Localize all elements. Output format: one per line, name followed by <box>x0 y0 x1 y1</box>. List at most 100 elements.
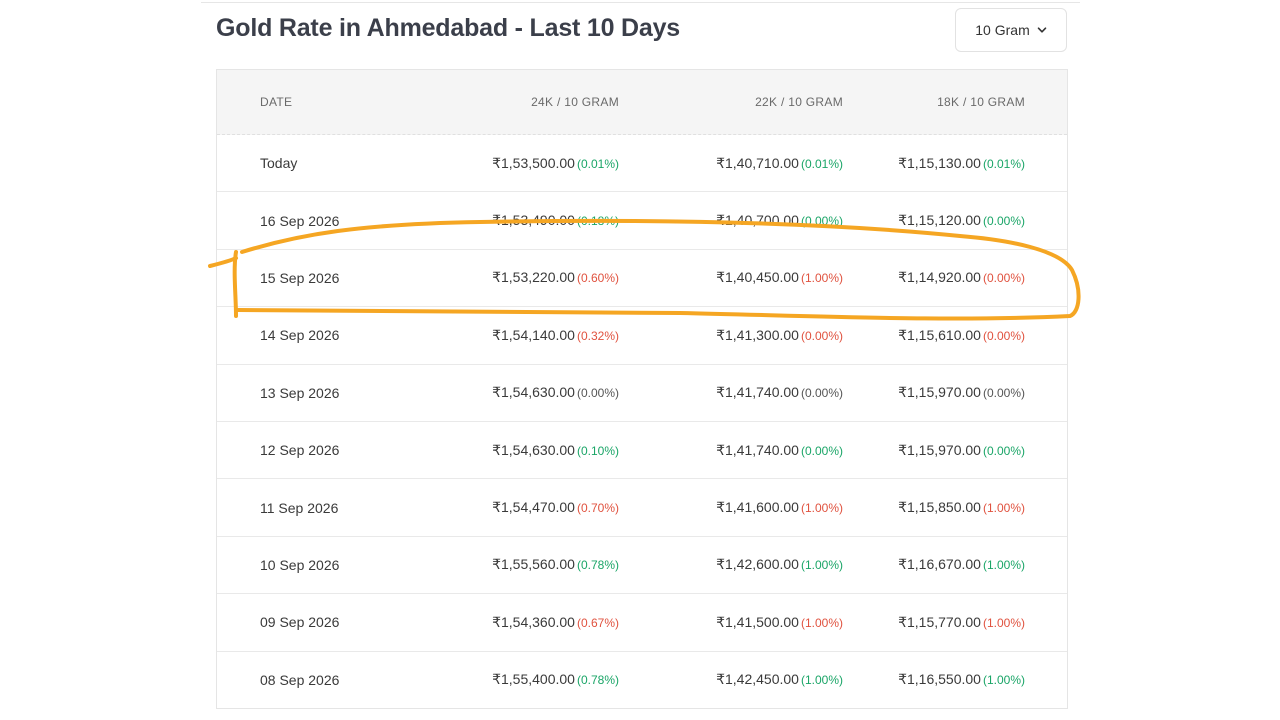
price-22k-value: ₹1,42,600.00 <box>716 556 799 573</box>
change-22k: (1.00%) <box>800 501 843 516</box>
header-22k: 22K / 10 GRAM <box>755 95 843 109</box>
price-24k-value: ₹1,54,470.00 <box>492 499 575 516</box>
change-22k: (1.00%) <box>800 271 843 286</box>
price-18k-value: ₹1,15,850.00 <box>898 499 981 516</box>
table-header: DATE 24K / 10 GRAM 22K / 10 GRAM 18K / 1… <box>217 70 1067 135</box>
price-18k: ₹1,15,850.00 (1.00%) <box>843 499 1025 516</box>
price-18k-value: ₹1,15,120.00 <box>898 212 981 229</box>
price-18k: ₹1,15,970.00 (0.00%) <box>843 384 1025 401</box>
change-24k: (0.10%) <box>576 443 619 458</box>
price-24k: ₹1,54,470.00 (0.70%) <box>457 499 619 516</box>
change-24k: (0.01%) <box>576 156 619 171</box>
price-18k-value: ₹1,15,770.00 <box>898 613 981 630</box>
price-18k: ₹1,15,770.00 (1.00%) <box>843 614 1025 631</box>
price-18k: ₹1,15,120.00 (0.00%) <box>843 212 1025 229</box>
price-24k: ₹1,53,490.00 (0.18%) <box>457 212 619 229</box>
change-24k: (0.67%) <box>576 615 619 630</box>
price-18k-value: ₹1,16,670.00 <box>898 556 981 573</box>
price-24k-value: ₹1,54,360.00 <box>492 613 575 630</box>
price-18k-value: ₹1,15,130.00 <box>898 154 981 171</box>
change-18k: (1.00%) <box>982 558 1025 573</box>
price-18k-value: ₹1,15,970.00 <box>898 441 981 458</box>
price-22k: ₹1,42,450.00 (1.00%) <box>619 671 843 688</box>
price-18k: ₹1,16,550.00 (1.00%) <box>843 671 1025 688</box>
change-18k: (1.00%) <box>982 615 1025 630</box>
table-row: 15 Sep 2026 ₹1,53,220.00 (0.60%) ₹1,40,450.… <box>217 248 1067 306</box>
table-row: 08 Sep 2026 ₹1,55,400.00 (0.78%) ₹1,42,450.… <box>217 650 1067 708</box>
header-24k: 24K / 10 GRAM <box>531 95 619 109</box>
change-22k: (1.00%) <box>800 673 843 688</box>
price-24k-value: ₹1,55,560.00 <box>492 556 575 573</box>
table-row: Today ₹1,53,500.00 (0.01%) ₹1,40,710.00 (0.0… <box>217 135 1067 191</box>
row-date: 09 Sep 2026 <box>260 614 340 631</box>
price-18k: ₹1,16,670.00 (1.00%) <box>843 556 1025 573</box>
table-row: 10 Sep 2026 ₹1,55,560.00 (0.78%) ₹1,42,600.… <box>217 535 1067 593</box>
row-date: 13 Sep 2026 <box>260 384 340 401</box>
row-date: 11 Sep 2026 <box>260 499 339 516</box>
top-divider <box>201 2 1080 3</box>
price-22k: ₹1,40,700.00 (0.00%) <box>619 212 843 229</box>
change-22k: (1.00%) <box>800 558 843 573</box>
row-date: 15 Sep 2026 <box>260 269 340 286</box>
table-row: 09 Sep 2026 ₹1,54,360.00 (0.67%) ₹1,41,500.… <box>217 593 1067 650</box>
chevron-down-icon <box>1037 27 1047 33</box>
price-24k: ₹1,54,360.00 (0.67%) <box>457 614 619 631</box>
price-24k-value: ₹1,54,140.00 <box>492 326 575 343</box>
price-24k: ₹1,54,630.00 (0.00%) <box>457 384 619 401</box>
unit-select-value: 10 Gram <box>975 22 1030 38</box>
change-22k: (1.00%) <box>800 615 843 630</box>
change-24k: (0.60%) <box>576 271 619 286</box>
price-18k-value: ₹1,16,550.00 <box>898 671 981 688</box>
change-18k: (1.00%) <box>982 673 1025 688</box>
price-18k: ₹1,15,130.00 (0.01%) <box>843 155 1025 172</box>
gold-rate-table: DATE 24K / 10 GRAM 22K / 10 GRAM 18K / 1… <box>216 69 1068 709</box>
row-date: Today <box>260 155 298 172</box>
price-22k-value: ₹1,40,710.00 <box>716 154 799 171</box>
change-24k: (0.18%) <box>576 214 619 229</box>
header-18k: 18K / 10 GRAM <box>937 95 1025 109</box>
row-date: 16 Sep 2026 <box>260 212 340 229</box>
table-body: Today ₹1,53,500.00 (0.01%) ₹1,40,710.00 (0.0… <box>217 135 1067 708</box>
change-18k: (0.00%) <box>982 271 1025 286</box>
change-22k: (0.00%) <box>800 386 843 401</box>
price-22k-value: ₹1,41,740.00 <box>716 384 799 401</box>
change-22k: (0.00%) <box>800 328 843 343</box>
price-24k-value: ₹1,54,630.00 <box>492 384 575 401</box>
price-24k-value: ₹1,53,500.00 <box>492 154 575 171</box>
price-22k: ₹1,41,740.00 (0.00%) <box>619 384 843 401</box>
table-row: 13 Sep 2026 ₹1,54,630.00 (0.00%) ₹1,41,740.… <box>217 363 1067 421</box>
change-22k: (0.00%) <box>800 214 843 229</box>
table-row: 16 Sep 2026 ₹1,53,490.00 (0.18%) ₹1,40,700.… <box>217 191 1067 248</box>
row-date: 14 Sep 2026 <box>260 327 340 344</box>
page-title: Gold Rate in Ahmedabad - Last 10 Days <box>216 14 681 42</box>
change-24k: (0.32%) <box>576 328 619 343</box>
row-date: 10 Sep 2026 <box>260 556 340 573</box>
price-18k-value: ₹1,15,970.00 <box>898 384 981 401</box>
price-22k: ₹1,42,600.00 (1.00%) <box>619 556 843 573</box>
price-18k: ₹1,15,970.00 (0.00%) <box>843 442 1025 459</box>
table-row: 11 Sep 2026 ₹1,54,470.00 (0.70%) ₹1,41,600.… <box>217 478 1067 535</box>
price-22k: ₹1,40,450.00 (1.00%) <box>619 269 843 286</box>
price-22k: ₹1,41,600.00 (1.00%) <box>619 499 843 516</box>
header-date: DATE <box>260 95 293 109</box>
price-18k: ₹1,15,610.00 (0.00%) <box>843 327 1025 344</box>
price-18k-value: ₹1,14,920.00 <box>898 269 981 286</box>
change-24k: (0.00%) <box>576 386 619 401</box>
price-24k-value: ₹1,54,630.00 <box>492 441 575 458</box>
unit-select-dropdown[interactable]: 10 Gram <box>955 8 1067 52</box>
price-24k-value: ₹1,55,400.00 <box>492 671 575 688</box>
table-row: 14 Sep 2026 ₹1,54,140.00 (0.32%) ₹1,41,300.… <box>217 306 1067 363</box>
price-24k: ₹1,54,630.00 (0.10%) <box>457 442 619 459</box>
change-24k: (0.70%) <box>576 501 619 516</box>
price-24k: ₹1,54,140.00 (0.32%) <box>457 327 619 344</box>
price-22k-value: ₹1,41,740.00 <box>716 441 799 458</box>
price-24k: ₹1,55,560.00 (0.78%) <box>457 556 619 573</box>
change-24k: (0.78%) <box>576 558 619 573</box>
price-22k: ₹1,41,740.00 (0.00%) <box>619 442 843 459</box>
change-24k: (0.78%) <box>576 673 619 688</box>
change-18k: (0.00%) <box>982 386 1025 401</box>
change-18k: (0.00%) <box>982 443 1025 458</box>
change-22k: (0.01%) <box>800 156 843 171</box>
price-22k: ₹1,41,300.00 (0.00%) <box>619 327 843 344</box>
change-18k: (0.00%) <box>982 328 1025 343</box>
